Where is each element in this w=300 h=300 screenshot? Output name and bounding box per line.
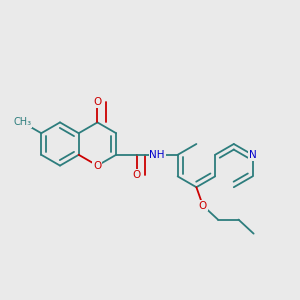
Text: N: N (249, 150, 256, 160)
Text: NH: NH (149, 150, 165, 160)
Text: O: O (93, 97, 101, 107)
Text: CH₃: CH₃ (14, 117, 32, 128)
Text: O: O (93, 160, 101, 171)
Text: O: O (133, 170, 141, 180)
Text: O: O (199, 201, 207, 211)
